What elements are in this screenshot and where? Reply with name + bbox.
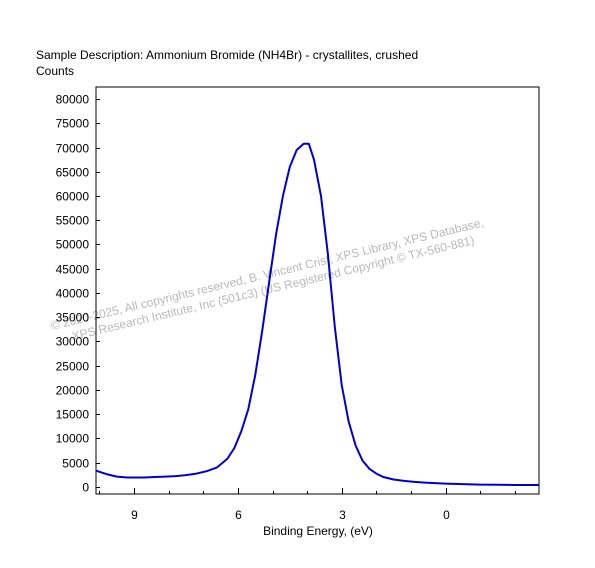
x-axis-label: Binding Energy, (eV) bbox=[263, 524, 373, 538]
y-tick-label: 65000 bbox=[56, 166, 90, 180]
y-tick-label: 20000 bbox=[56, 384, 90, 398]
y-tick-label: 15000 bbox=[56, 408, 90, 422]
y-tick-label: 80000 bbox=[56, 93, 90, 107]
y-tick-label: 10000 bbox=[56, 432, 90, 446]
plot-frame bbox=[95, 86, 540, 495]
plot-area bbox=[95, 86, 540, 495]
watermark-line-1: © 2020-2025, All copyrights reserved, B.… bbox=[49, 216, 485, 333]
y-tick-label: 45000 bbox=[56, 263, 90, 277]
y-tick-label: 35000 bbox=[56, 311, 90, 325]
chart-title: Sample Description: Ammonium Bromide (NH… bbox=[36, 48, 418, 62]
y-tick-label: 75000 bbox=[56, 117, 90, 131]
y-tick-label: 40000 bbox=[56, 287, 90, 301]
y-tick-label: 0 bbox=[82, 481, 89, 495]
spectrum-line-1 bbox=[95, 142, 539, 486]
x-tick-label: 0 bbox=[443, 508, 450, 522]
x-tick-label: 9 bbox=[131, 508, 138, 522]
x-tick-label: 3 bbox=[339, 508, 346, 522]
x-tick-label: 6 bbox=[235, 508, 242, 522]
axis-ticks: 0 5000 10000 15000 20000 25000 30000 35000 40000… bbox=[56, 93, 516, 522]
y-tick-label: 25000 bbox=[56, 360, 90, 374]
y-tick-label: 55000 bbox=[56, 214, 90, 228]
y-tick-label: 50000 bbox=[56, 238, 90, 252]
y-tick-label: 60000 bbox=[56, 190, 90, 204]
y-tick-label: 70000 bbox=[56, 142, 90, 156]
y-tick-label: 5000 bbox=[62, 457, 89, 471]
y-axis-label: Counts bbox=[36, 64, 74, 78]
y-tick-label: 30000 bbox=[56, 335, 90, 349]
